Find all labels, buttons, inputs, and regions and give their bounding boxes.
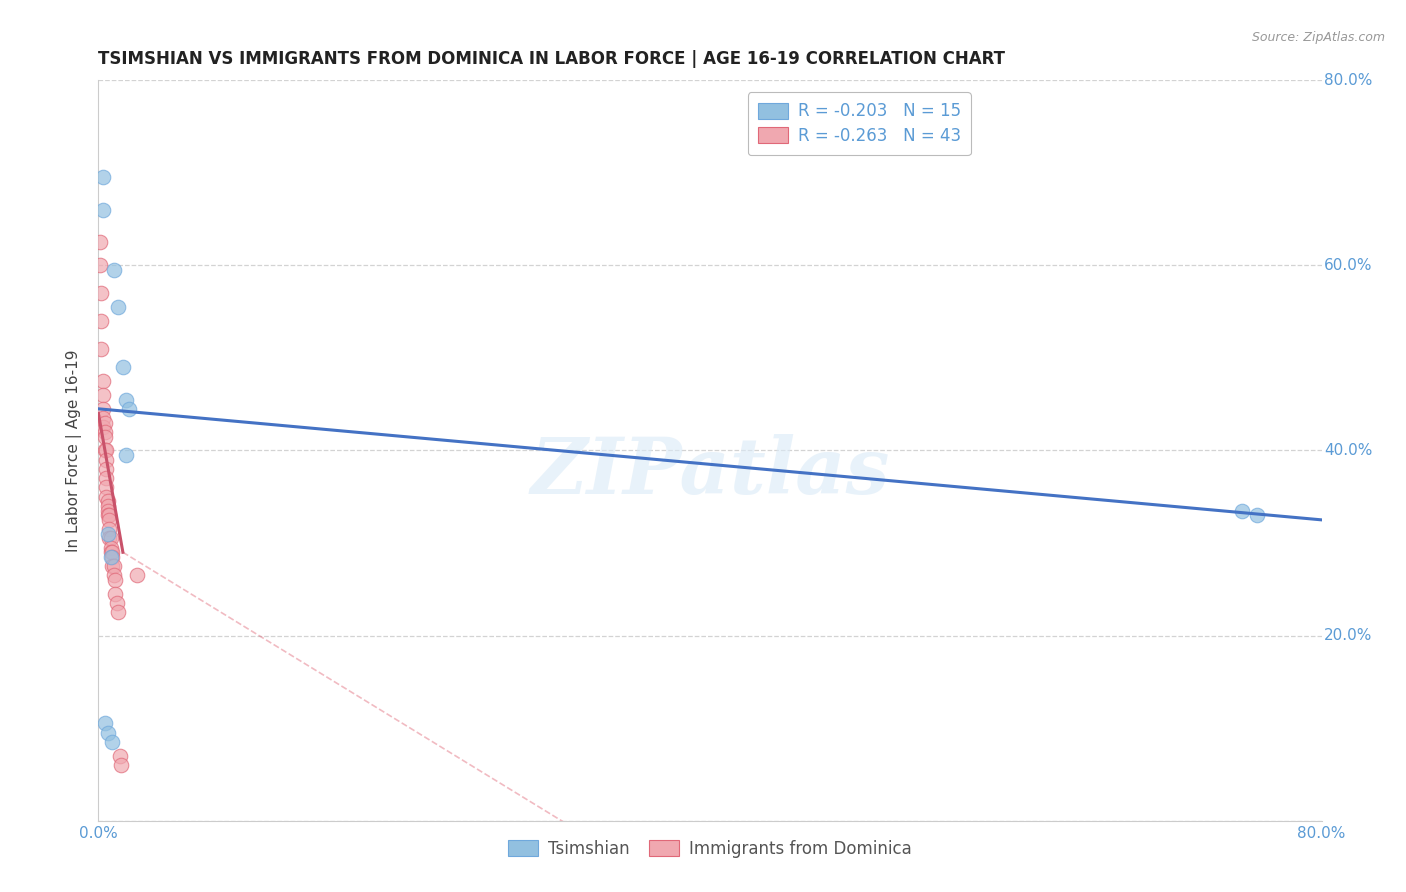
Point — [94, 452, 117, 467]
Text: ZIPatlas: ZIPatlas — [530, 434, 890, 511]
Point — [1246, 508, 1268, 523]
Point — [97, 725, 120, 739]
Point — [90, 286, 112, 301]
Text: 40.0%: 40.0% — [1324, 443, 1372, 458]
Point — [94, 490, 117, 504]
Point — [91, 388, 114, 402]
Point — [104, 573, 127, 587]
Point — [100, 545, 122, 559]
Text: 60.0%: 60.0% — [1324, 258, 1372, 273]
Point — [103, 568, 125, 582]
Point — [115, 448, 138, 462]
Text: Source: ZipAtlas.com: Source: ZipAtlas.com — [1251, 31, 1385, 45]
Point — [94, 471, 117, 485]
Point — [90, 314, 112, 328]
Point — [91, 170, 114, 185]
Point — [98, 508, 121, 523]
Point — [91, 374, 114, 388]
Point — [90, 342, 112, 356]
Point — [91, 420, 114, 434]
Point — [101, 735, 124, 749]
Point — [101, 559, 124, 574]
Point — [100, 541, 122, 555]
Point — [93, 416, 115, 430]
Point — [94, 481, 117, 495]
Point — [108, 748, 131, 763]
Point — [107, 300, 129, 314]
Point — [93, 429, 115, 443]
Point — [103, 559, 125, 574]
Point — [110, 758, 132, 772]
Point — [100, 549, 122, 564]
Point — [94, 462, 117, 476]
Point — [98, 522, 121, 536]
Y-axis label: In Labor Force | Age 16-19: In Labor Force | Age 16-19 — [66, 349, 83, 552]
Point — [94, 443, 117, 458]
Point — [93, 716, 115, 731]
Point — [97, 508, 120, 523]
Text: TSIMSHIAN VS IMMIGRANTS FROM DOMINICA IN LABOR FORCE | AGE 16-19 CORRELATION CHA: TSIMSHIAN VS IMMIGRANTS FROM DOMINICA IN… — [98, 50, 1005, 68]
Point — [91, 401, 114, 416]
Point — [89, 235, 111, 250]
Point — [105, 596, 128, 610]
Point — [91, 411, 114, 425]
Point — [107, 606, 129, 620]
Point — [93, 425, 115, 439]
Text: 20.0%: 20.0% — [1324, 628, 1372, 643]
Point — [89, 259, 111, 273]
Point — [111, 360, 134, 375]
Legend: Tsimshian, Immigrants from Dominica: Tsimshian, Immigrants from Dominica — [498, 830, 922, 868]
Point — [97, 499, 120, 513]
Point — [91, 202, 114, 217]
Point — [93, 443, 115, 458]
Point — [115, 392, 138, 407]
Point — [97, 503, 120, 517]
Point — [101, 545, 124, 559]
Point — [97, 494, 120, 508]
Point — [103, 263, 125, 277]
Point — [98, 513, 121, 527]
Point — [1230, 503, 1253, 517]
Point — [97, 526, 120, 541]
Point — [104, 587, 127, 601]
Point — [101, 549, 124, 564]
Point — [118, 401, 141, 416]
Point — [125, 568, 148, 582]
Point — [98, 532, 121, 546]
Text: 80.0%: 80.0% — [1324, 73, 1372, 87]
Point — [100, 532, 122, 546]
